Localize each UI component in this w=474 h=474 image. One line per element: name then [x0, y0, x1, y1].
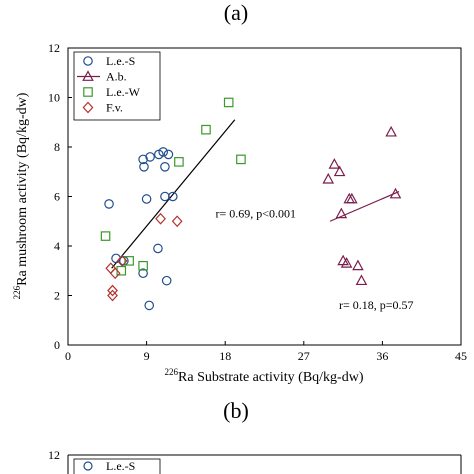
point-f-v: [109, 267, 121, 280]
chart-b: 12 L.e.-S: [48, 448, 462, 474]
annotations: r= 0.69, p<0.001 r= 0.18, p=0.57: [216, 207, 414, 313]
chart-b-legend-label: L.e.-S: [106, 459, 135, 473]
y-tick-label: 0: [54, 338, 60, 352]
x-tick-label: 0: [65, 349, 71, 363]
point-l-e-w: [124, 256, 134, 266]
point-l-e-s: [144, 300, 155, 311]
point-l-e-s: [160, 191, 170, 202]
y-tick-label: 4: [54, 239, 60, 253]
point-l-e-s: [111, 253, 121, 264]
point-l-e-s: [139, 162, 149, 172]
point-a-b: [322, 172, 335, 184]
point-l-e-w: [100, 231, 111, 241]
point-a-b: [352, 259, 364, 271]
point-l-e-w: [236, 154, 246, 165]
point-a-b: [333, 165, 346, 177]
point-l-e-w: [138, 261, 148, 271]
fit-left-line: [111, 119, 236, 269]
data-points: [100, 97, 402, 311]
x-tick-label: 45: [455, 349, 467, 363]
point-f-v: [155, 212, 166, 225]
point-l-e-w: [174, 157, 184, 167]
legend-frame: [73, 51, 161, 121]
point-l-e-s: [138, 268, 148, 279]
panel-a-label: (a): [224, 0, 248, 25]
y-tick-label: 8: [54, 140, 60, 154]
point-l-e-s: [158, 147, 168, 157]
point-l-e-s: [160, 162, 170, 172]
legend-label: F.v.: [106, 101, 123, 115]
legend-label: L.e.-S: [106, 54, 135, 68]
correlation-annotation: r= 0.18, p=0.57: [339, 298, 414, 312]
legend: L.e.-S A.b.L.e.-W F.v.: [73, 51, 161, 121]
y-tick-label: 6: [54, 190, 60, 204]
point-l-e-s: [168, 191, 178, 202]
y-axis: 0 2 4 6 8 10 12: [48, 41, 72, 352]
point-l-e-s: [119, 256, 129, 266]
point-f-v: [107, 284, 118, 297]
point-f-v: [116, 254, 128, 267]
y-tick-label: 10: [48, 91, 60, 105]
x-axis: 0 9 18 27 36 45: [65, 341, 467, 363]
point-f-v: [171, 215, 183, 228]
x-axis-title: 226Ra Substrate activity (Bq/kg-dw): [165, 367, 364, 385]
correlation-annotation: r= 0.69, p<0.001: [216, 207, 297, 221]
point-a-b: [385, 125, 397, 137]
fit-lines: [111, 119, 400, 269]
point-a-b: [328, 158, 341, 169]
point-a-b: [355, 274, 368, 286]
point-l-e-s: [145, 152, 155, 162]
point-a-b: [389, 187, 402, 199]
x-tick-label: 36: [376, 349, 388, 363]
legend-marker: [83, 56, 93, 66]
point-a-b: [346, 192, 358, 204]
fit-right-line: [329, 190, 400, 222]
point-l-e-s: [161, 275, 172, 286]
legend-marker: [82, 70, 94, 81]
y-tick-label: 2: [54, 289, 60, 303]
x-tick-label: 9: [144, 349, 150, 363]
point-a-b: [340, 257, 353, 268]
y-tick-label: 12: [48, 41, 60, 55]
point-a-b: [335, 207, 348, 219]
point-l-e-s: [141, 194, 152, 204]
point-l-e-s: [104, 199, 114, 209]
x-tick-label: 18: [219, 349, 231, 363]
point-l-e-s: [138, 154, 148, 165]
legend-label: L.e.-W: [106, 85, 141, 99]
chart-b-legend-frame: [73, 458, 161, 474]
x-tick-label: 27: [298, 349, 310, 363]
point-l-e-s: [153, 243, 163, 254]
point-a-b: [337, 254, 349, 266]
point-l-e-w: [116, 265, 127, 276]
point-l-e-w: [201, 124, 211, 135]
legend-marker: [82, 101, 94, 114]
chart-b-ytick-label-12: 12: [48, 448, 60, 462]
point-l-e-s: [163, 149, 174, 160]
legend-label: A.b.: [106, 70, 127, 84]
chart-b-legend-marker: [83, 461, 93, 471]
point-f-v: [107, 289, 118, 302]
point-l-e-w: [223, 97, 234, 108]
legend-marker: [83, 87, 93, 97]
panel-b-label: (b): [223, 398, 249, 423]
y-axis-title: 226Ra mushroom activity (Bq/kg-dw): [12, 92, 30, 299]
